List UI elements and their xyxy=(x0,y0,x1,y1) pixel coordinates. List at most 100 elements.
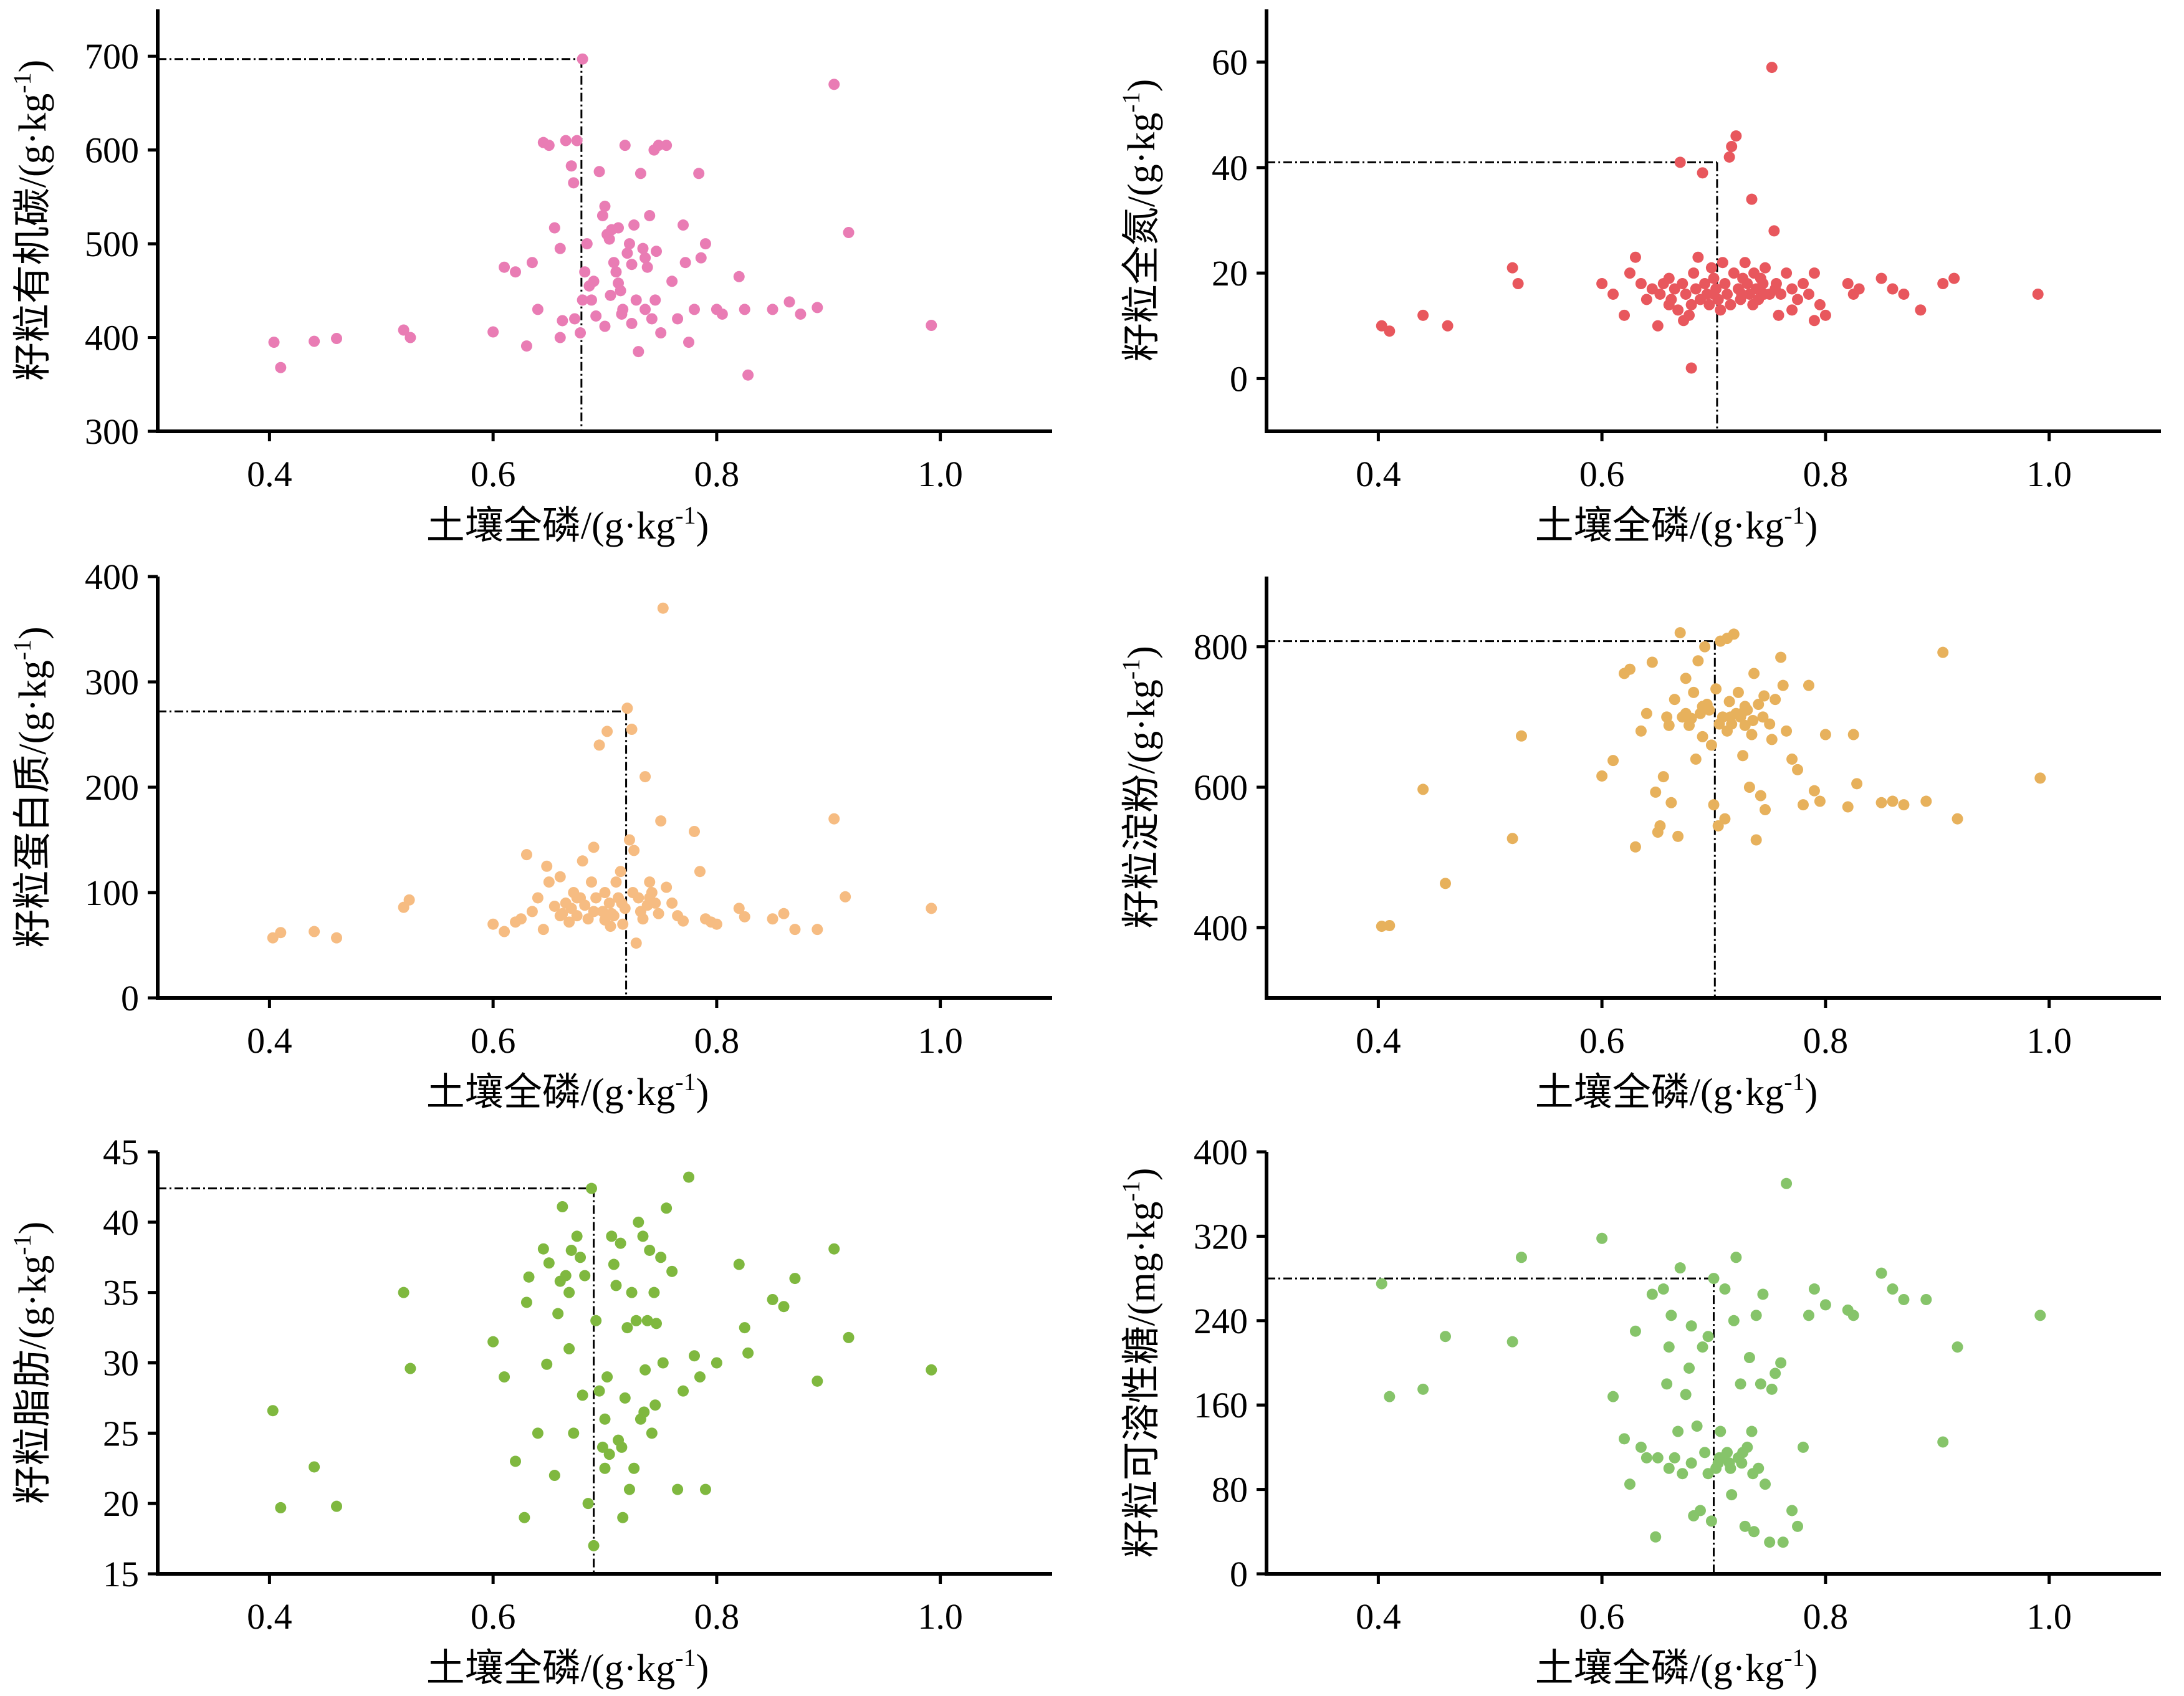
data-point xyxy=(689,304,700,315)
data-point xyxy=(1685,299,1697,310)
y-tick-label: 500 xyxy=(85,224,139,264)
data-point xyxy=(679,257,691,269)
data-point xyxy=(1766,1383,1778,1395)
data-point xyxy=(1792,1520,1804,1532)
data-point xyxy=(1657,1283,1669,1295)
data-point xyxy=(548,1470,560,1482)
data-point xyxy=(1417,1383,1429,1395)
data-point xyxy=(637,913,649,925)
data-point xyxy=(1851,778,1863,790)
data-point xyxy=(623,834,635,846)
data-point xyxy=(1635,725,1647,737)
data-point xyxy=(926,319,937,331)
data-point xyxy=(1650,1531,1662,1543)
data-point xyxy=(599,887,611,898)
data-point xyxy=(616,1441,628,1453)
data-point xyxy=(1920,795,1932,807)
data-point xyxy=(1775,651,1787,663)
scatter-panel-5: 0.4 0.6 0.8 1.0 15 20 25 30 35 40 45 土壤全磷/(g·kg-1) 籽… xyxy=(8,1132,1052,1690)
x-tick-label: 0.6 xyxy=(471,1020,516,1061)
data-point xyxy=(1728,1315,1740,1326)
x-tick-label: 1.0 xyxy=(917,1020,963,1061)
data-point xyxy=(1722,725,1733,737)
data-point xyxy=(520,849,532,861)
x-axis-label: 土壤全磷/(g·kg-1) xyxy=(426,1068,709,1114)
data-point xyxy=(1629,841,1641,853)
data-point xyxy=(1948,272,1960,284)
y-axis-label: 籽粒全氮/(g·kg-1) xyxy=(1117,79,1163,362)
data-point xyxy=(1663,272,1675,284)
data-point xyxy=(1657,771,1669,783)
x-tick-label: 0.4 xyxy=(247,454,292,494)
data-point xyxy=(1792,764,1804,775)
x-tick-label: 0.8 xyxy=(1803,1596,1849,1637)
data-point xyxy=(1384,1391,1396,1402)
data-point xyxy=(331,932,342,944)
data-point xyxy=(1624,663,1636,675)
data-point xyxy=(635,168,646,180)
data-point xyxy=(523,1271,535,1283)
y-axis-label: 籽粒脂肪/(g·kg-1) xyxy=(8,1222,54,1505)
data-point xyxy=(1708,1273,1720,1285)
data-point xyxy=(1624,1478,1636,1490)
data-point xyxy=(575,1252,587,1263)
data-point xyxy=(1808,315,1820,327)
data-point xyxy=(1747,714,1759,726)
data-point xyxy=(537,1243,549,1255)
data-point xyxy=(2034,772,2046,784)
data-point xyxy=(613,222,625,234)
data-point xyxy=(843,1331,855,1343)
data-point xyxy=(1735,1378,1746,1390)
data-point xyxy=(1506,833,1518,845)
data-point xyxy=(590,892,602,904)
data-point xyxy=(1678,315,1690,327)
data-point xyxy=(699,238,711,250)
data-point xyxy=(1677,278,1688,290)
y-tick-label: 15 xyxy=(103,1554,139,1594)
data-point xyxy=(626,259,638,271)
data-point xyxy=(1384,919,1396,931)
data-point xyxy=(1702,1468,1714,1480)
data-point xyxy=(1875,797,1887,808)
data-point xyxy=(678,915,689,927)
data-point xyxy=(1674,627,1686,639)
data-point xyxy=(1672,830,1684,842)
x-axis-label: 土壤全磷/(g·kg-1) xyxy=(426,501,709,547)
data-point xyxy=(1798,278,1809,290)
data-point xyxy=(309,335,320,347)
y-tick-label: 35 xyxy=(103,1273,139,1313)
data-point xyxy=(1652,1452,1664,1464)
data-point xyxy=(666,275,678,287)
data-point xyxy=(1758,690,1770,702)
data-point xyxy=(1781,267,1793,279)
data-point xyxy=(630,1315,642,1326)
data-point xyxy=(571,135,583,146)
data-point xyxy=(1669,694,1680,706)
data-point xyxy=(733,903,745,914)
data-point xyxy=(1808,1283,1820,1295)
data-point xyxy=(1777,1536,1789,1548)
x-tick-label: 0.6 xyxy=(1579,1596,1625,1637)
data-point xyxy=(1654,820,1666,831)
data-point xyxy=(579,1270,591,1282)
data-point xyxy=(711,918,722,930)
data-point xyxy=(621,702,633,714)
data-point xyxy=(1739,257,1751,269)
data-point xyxy=(563,916,575,928)
data-point xyxy=(641,1315,653,1326)
data-point xyxy=(778,908,790,919)
data-point xyxy=(1705,1515,1717,1527)
scatter-panel-1: 0.4 0.6 0.8 1.0 300 400 500 600 700 土壤全磷/(g·kg-1)… xyxy=(8,9,1052,547)
data-point xyxy=(1708,799,1720,811)
x-axis-label: 土壤全磷/(g·kg-1) xyxy=(426,1644,709,1690)
data-point xyxy=(1887,795,1899,807)
x-tick-label: 0.4 xyxy=(247,1596,292,1637)
data-point xyxy=(1722,288,1733,300)
data-point xyxy=(568,177,580,189)
data-point xyxy=(1757,1288,1769,1300)
data-point xyxy=(1887,283,1899,295)
data-point xyxy=(1692,251,1704,263)
data-point xyxy=(1440,1331,1451,1343)
data-point xyxy=(571,1230,583,1242)
